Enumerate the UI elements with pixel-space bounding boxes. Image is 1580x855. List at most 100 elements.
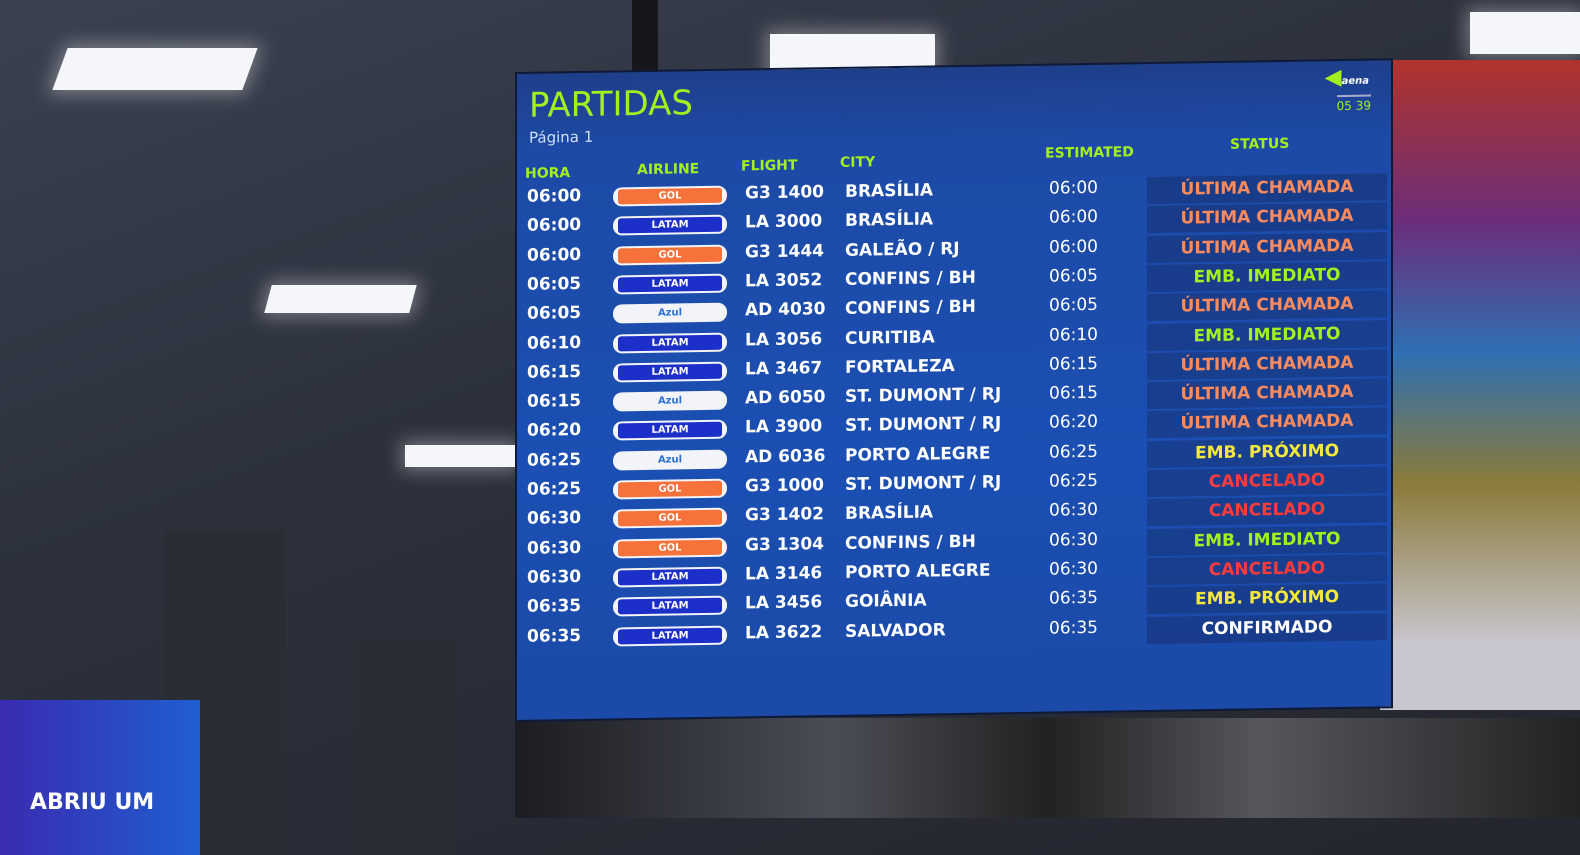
flight-number: G3 1304 [745, 533, 825, 555]
header-city: CITY [840, 154, 876, 171]
departure-time: 06:30 [527, 566, 582, 588]
aena-logo: ◀aena [1324, 65, 1369, 91]
destination-city: ST. DUMONT / RJ [845, 413, 1002, 437]
destination-city: CONFINS / BH [845, 267, 976, 290]
destination-city: PORTO ALEGRE [845, 560, 991, 583]
header-status: STATUS [1230, 135, 1290, 153]
airline-logo: GOL [613, 185, 727, 207]
departure-time: 06:15 [527, 361, 582, 383]
departure-time: 06:25 [527, 478, 582, 500]
estimated-time: 06:30 [1049, 558, 1098, 580]
destination-city: CONFINS / BH [845, 531, 976, 554]
departure-time: 06:10 [527, 332, 582, 354]
header-airline: AIRLINE [637, 161, 700, 179]
destination-city: ST. DUMONT / RJ [845, 384, 1002, 407]
departure-time: 06:30 [527, 508, 582, 530]
ceiling-light [1470, 12, 1580, 54]
estimated-time: 06:00 [1049, 207, 1098, 228]
plane-arrow-icon: ◀ [1324, 65, 1342, 91]
flight-number: LA 3000 [745, 211, 823, 233]
airline-logo: LATAM [613, 332, 727, 353]
airline-logo: Azul [613, 390, 727, 412]
flight-status: CONFIRMADO [1147, 612, 1387, 644]
departure-time: 06:15 [527, 391, 582, 412]
airline-logo: LATAM [613, 361, 727, 383]
flight-number: LA 3052 [745, 270, 823, 292]
destination-city: CONFINS / BH [845, 296, 976, 320]
airline-logo: LATAM [613, 595, 727, 617]
airline-logo: LATAM [613, 273, 727, 295]
board-title: PARTIDAS [529, 83, 693, 126]
board-mount-pole [632, 0, 658, 80]
estimated-time: 06:15 [1049, 382, 1098, 404]
destination-city: BRASÍLIA [845, 180, 934, 202]
estimated-time: 06:25 [1049, 441, 1098, 463]
estimated-time: 06:25 [1049, 470, 1098, 492]
estimated-time: 06:00 [1049, 236, 1098, 258]
destination-city: CURITIBA [845, 326, 935, 349]
flight-number: G3 1400 [745, 182, 825, 204]
airline-logo: GOL [613, 244, 727, 266]
estimated-time: 06:30 [1049, 529, 1098, 551]
flight-number: G3 1444 [745, 240, 825, 262]
flight-number: LA 3056 [745, 328, 823, 350]
destination-city: PORTO ALEGRE [845, 443, 991, 466]
departures-board: PARTIDAS Página 1 ◀aena 05 39 HORA AIRLI… [515, 58, 1393, 722]
departure-time: 06:30 [527, 537, 582, 559]
airline-logo: GOL [613, 537, 727, 559]
departure-time: 06:00 [527, 215, 582, 237]
departure-time: 06:00 [527, 244, 582, 266]
destination-city: FORTALEZA [845, 355, 955, 378]
airline-logo: GOL [613, 478, 727, 500]
flight-number: G3 1402 [745, 504, 825, 526]
airline-logo: LATAM [613, 214, 727, 236]
ceiling-light [264, 285, 417, 313]
flight-number: LA 3456 [745, 592, 823, 614]
destination-city: ST. DUMONT / RJ [845, 472, 1002, 495]
flight-number: AD 4030 [745, 299, 826, 321]
ceiling-light [52, 48, 258, 90]
page-indicator: Página 1 [529, 127, 594, 147]
ceiling-light [405, 445, 515, 467]
airline-logo: LATAM [613, 625, 727, 646]
lower-screen [515, 718, 1580, 818]
flight-number: LA 3467 [745, 357, 823, 380]
flight-number: G3 1000 [745, 475, 825, 497]
estimated-time: 06:20 [1049, 412, 1098, 434]
side-video-screen [1380, 60, 1580, 710]
estimated-time: 06:10 [1049, 324, 1098, 346]
pillar [355, 640, 455, 855]
destination-city: BRASÍLIA [845, 502, 934, 525]
estimated-time: 06:05 [1049, 295, 1098, 316]
airline-logo: Azul [613, 449, 727, 471]
flight-number: AD 6050 [745, 387, 826, 409]
departure-time: 06:05 [527, 303, 582, 324]
airline-logo: Azul [613, 302, 727, 324]
destination-city: BRASÍLIA [845, 209, 934, 232]
header-hora: HORA [525, 165, 571, 182]
flight-number: AD 6036 [745, 445, 826, 468]
departure-time: 06:35 [527, 596, 582, 617]
flight-number: LA 3900 [745, 416, 823, 438]
destination-city: GOIÂNIA [845, 590, 927, 613]
departure-time: 06:00 [527, 185, 582, 207]
airline-logo: GOL [613, 507, 727, 529]
departure-time: 06:20 [527, 420, 582, 442]
ad-banner: ABRIU UM [0, 700, 200, 855]
destination-city: GALEÃO / RJ [845, 238, 960, 261]
flight-number: LA 3622 [745, 621, 823, 643]
destination-city: SALVADOR [845, 619, 946, 642]
departure-time: 06:25 [527, 449, 582, 471]
estimated-time: 06:30 [1049, 500, 1098, 521]
departure-time: 06:35 [527, 625, 582, 647]
clock: 05 39 [1336, 94, 1371, 114]
estimated-time: 06:15 [1049, 353, 1098, 375]
airline-logo: LATAM [613, 566, 727, 588]
header-estimated: ESTIMATED [1045, 144, 1134, 162]
estimated-time: 06:35 [1049, 617, 1098, 639]
estimated-time: 06:35 [1049, 588, 1098, 609]
airline-logo: LATAM [613, 420, 727, 441]
estimated-time: 06:00 [1049, 177, 1098, 199]
departure-time: 06:05 [527, 273, 582, 295]
header-flight: FLIGHT [741, 157, 798, 175]
